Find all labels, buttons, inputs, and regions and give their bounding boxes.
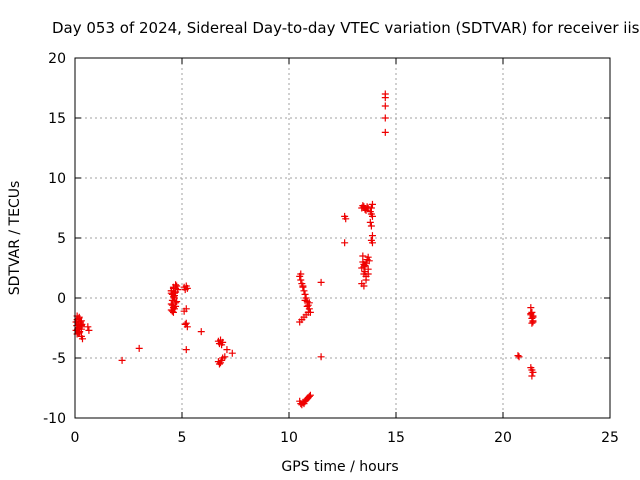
data-point <box>368 212 376 220</box>
data-point <box>182 305 190 313</box>
y-tick-label: 0 <box>57 291 66 307</box>
data-point <box>306 308 314 316</box>
data-point <box>528 372 536 380</box>
data-point <box>301 296 309 304</box>
data-point <box>299 282 307 290</box>
data-point <box>183 284 191 292</box>
axis-ticks: 0 5 10 15 20 25 -10 -5 0 5 10 15 20 <box>43 51 619 446</box>
data-point <box>228 349 236 357</box>
y-tick-label: 20 <box>48 51 66 67</box>
x-axis-title: GPS time / hours <box>281 459 398 475</box>
data-point <box>77 322 85 330</box>
data-point <box>529 317 537 325</box>
data-point <box>169 293 177 301</box>
data-point <box>361 262 369 270</box>
data-point <box>84 323 92 331</box>
data-point <box>297 276 305 284</box>
x-tick-label: 25 <box>601 430 619 446</box>
y-axis-title: SDTVAR / TECUs <box>7 181 23 296</box>
data-point <box>221 353 229 361</box>
data-point <box>75 329 83 337</box>
data-point <box>341 239 349 247</box>
data-point <box>172 302 180 310</box>
x-tick-label: 10 <box>280 430 298 446</box>
y-tick-label: -5 <box>52 351 66 367</box>
data-point <box>172 281 180 289</box>
x-tick-label: 0 <box>71 430 80 446</box>
data-point <box>358 280 366 288</box>
data-point <box>367 204 375 212</box>
data-point <box>514 352 522 360</box>
data-point <box>303 302 311 310</box>
data-point <box>306 391 314 399</box>
data-point <box>527 304 535 312</box>
y-tick-label: 5 <box>57 231 66 247</box>
data-point <box>360 270 368 278</box>
data-point <box>368 239 376 247</box>
data-point <box>381 94 389 102</box>
data-point <box>364 265 372 273</box>
data-point <box>135 344 143 352</box>
x-tick-label: 15 <box>387 430 405 446</box>
data-point <box>364 253 372 261</box>
y-tick-label: -10 <box>43 411 66 427</box>
data-point <box>182 346 190 354</box>
data-point <box>118 356 126 364</box>
data-point <box>305 299 313 307</box>
data-point <box>360 263 368 271</box>
data-point <box>317 353 325 361</box>
data-point <box>363 203 371 211</box>
data-point <box>366 218 374 226</box>
data-point <box>215 360 223 368</box>
data-point <box>381 128 389 136</box>
y-tick-label: 15 <box>48 111 66 127</box>
data-point <box>305 392 313 400</box>
x-tick-label: 20 <box>494 430 512 446</box>
data-point <box>301 290 309 298</box>
data-point <box>368 200 376 208</box>
y-tick-label: 10 <box>48 171 66 187</box>
data-point <box>515 353 523 361</box>
data-point <box>381 114 389 122</box>
data-point <box>359 202 367 210</box>
data-point <box>367 222 375 230</box>
x-tick-label: 5 <box>178 430 187 446</box>
data-point <box>529 368 537 376</box>
data-point <box>297 270 305 278</box>
data-point <box>359 252 367 260</box>
grid-lines <box>75 58 610 418</box>
data-point <box>85 326 93 334</box>
data-point <box>317 278 325 286</box>
data-point <box>381 102 389 110</box>
data-point <box>167 300 175 308</box>
data-point <box>168 301 176 309</box>
data-point <box>527 310 535 318</box>
data-point <box>368 232 376 240</box>
data-point <box>197 328 205 336</box>
data-point <box>173 298 181 306</box>
data-points <box>72 90 537 409</box>
data-point <box>300 287 308 295</box>
data-point <box>182 319 190 327</box>
data-point <box>183 323 191 331</box>
data-point <box>223 346 231 354</box>
data-point <box>169 308 177 316</box>
data-point <box>169 284 177 292</box>
data-point <box>77 332 85 340</box>
chart-title: Day 053 of 2024, Sidereal Day-to-day VTE… <box>52 19 640 37</box>
data-point <box>342 215 350 223</box>
data-point <box>219 338 227 346</box>
